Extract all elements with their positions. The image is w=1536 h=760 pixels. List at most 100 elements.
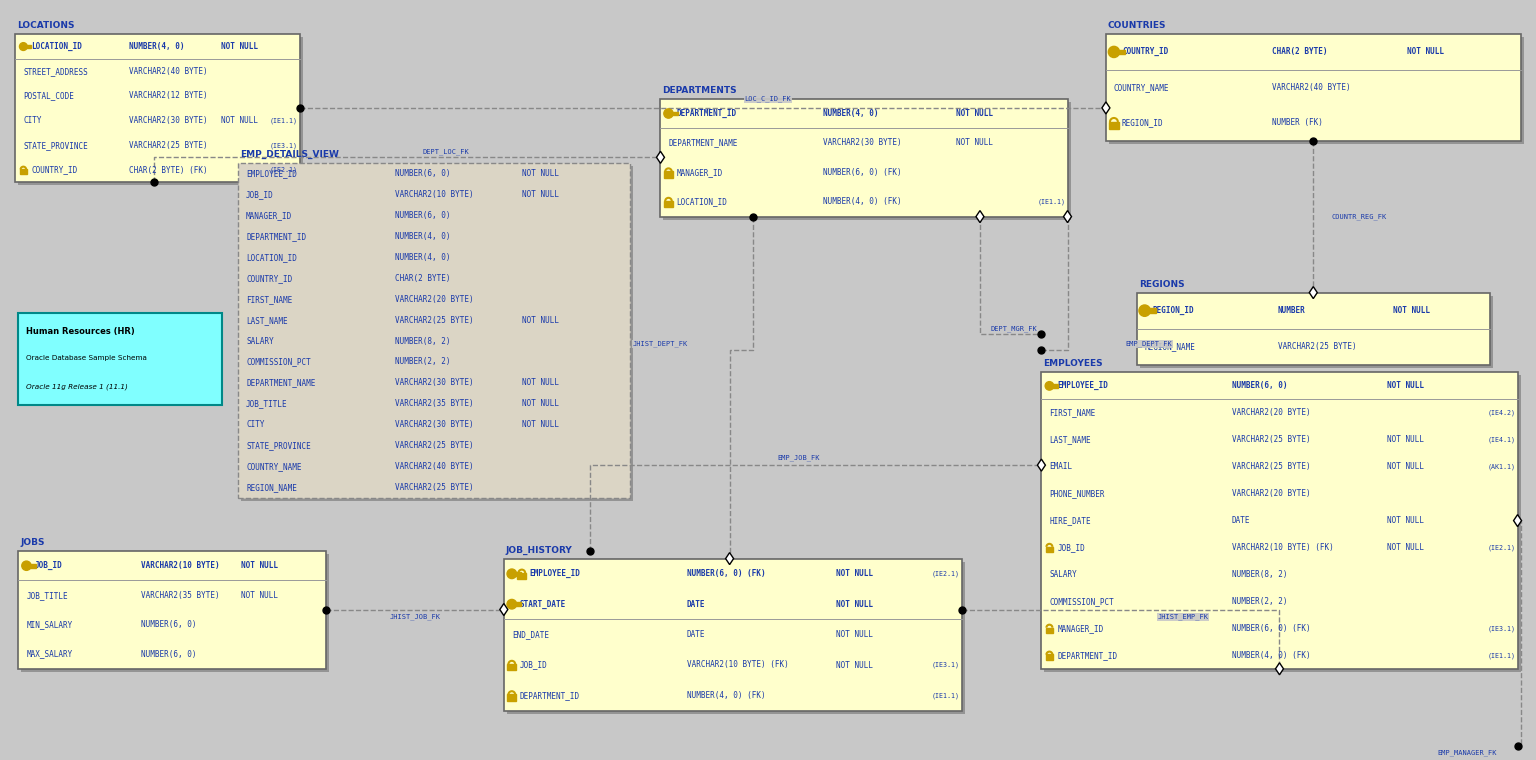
Text: REGION_ID: REGION_ID bbox=[1121, 119, 1164, 128]
Text: COMMISSION_PCT: COMMISSION_PCT bbox=[1049, 597, 1114, 606]
Text: EMP_MANAGER_FK: EMP_MANAGER_FK bbox=[1438, 749, 1496, 755]
Text: EMP_JOB_FK: EMP_JOB_FK bbox=[777, 454, 820, 461]
Text: VARCHAR2(10 BYTE) (FK): VARCHAR2(10 BYTE) (FK) bbox=[687, 660, 788, 670]
Text: STATE_PROVINCE: STATE_PROVINCE bbox=[23, 141, 88, 150]
Text: FIRST_NAME: FIRST_NAME bbox=[1049, 408, 1095, 417]
Bar bbox=[511, 602, 521, 606]
Text: NOT NULL: NOT NULL bbox=[522, 315, 559, 325]
Text: Oracle Database Sample Schema: Oracle Database Sample Schema bbox=[26, 356, 147, 362]
Bar bbox=[518, 573, 527, 579]
FancyBboxPatch shape bbox=[18, 313, 221, 405]
Polygon shape bbox=[975, 211, 985, 223]
Text: NUMBER(6, 0): NUMBER(6, 0) bbox=[141, 650, 197, 659]
Bar bbox=[1046, 654, 1054, 660]
Text: EMP_DEPT_FK: EMP_DEPT_FK bbox=[1126, 340, 1172, 347]
Text: VARCHAR2(30 BYTE): VARCHAR2(30 BYTE) bbox=[395, 420, 473, 429]
Text: JOB_ID: JOB_ID bbox=[1057, 543, 1084, 552]
Text: VARCHAR2(35 BYTE): VARCHAR2(35 BYTE) bbox=[141, 591, 220, 600]
Bar bbox=[26, 564, 35, 568]
Bar bbox=[20, 169, 28, 174]
Text: VARCHAR2(25 BYTE): VARCHAR2(25 BYTE) bbox=[395, 483, 473, 492]
Text: VARCHAR2(10 BYTE): VARCHAR2(10 BYTE) bbox=[395, 190, 473, 199]
Text: VARCHAR2(30 BYTE): VARCHAR2(30 BYTE) bbox=[129, 116, 207, 125]
Text: (IE2.1): (IE2.1) bbox=[931, 571, 960, 577]
Text: DEPARTMENTS: DEPARTMENTS bbox=[662, 86, 737, 95]
Text: NOT NULL: NOT NULL bbox=[522, 378, 559, 388]
Text: JHIST_EMP_FK: JHIST_EMP_FK bbox=[1157, 614, 1209, 620]
Text: JOBS: JOBS bbox=[20, 538, 45, 547]
Circle shape bbox=[20, 43, 28, 50]
Text: LOCATION_ID: LOCATION_ID bbox=[246, 253, 296, 262]
Text: DEPT_LOC_FK: DEPT_LOC_FK bbox=[422, 149, 468, 155]
Text: NOT NULL: NOT NULL bbox=[1393, 306, 1430, 315]
Text: LOC_C_ID_FK: LOC_C_ID_FK bbox=[745, 96, 791, 102]
Text: JOB_ID: JOB_ID bbox=[519, 660, 547, 670]
Bar bbox=[1114, 49, 1124, 54]
Text: NOT NULL: NOT NULL bbox=[221, 42, 258, 51]
Text: NOT NULL: NOT NULL bbox=[836, 630, 872, 639]
Text: (IE3.1): (IE3.1) bbox=[269, 142, 298, 149]
Text: SALARY: SALARY bbox=[246, 337, 273, 346]
Text: NUMBER(4, 0): NUMBER(4, 0) bbox=[823, 109, 879, 118]
Circle shape bbox=[1140, 305, 1150, 316]
FancyBboxPatch shape bbox=[507, 562, 965, 714]
Text: NOT NULL: NOT NULL bbox=[836, 660, 872, 670]
Text: SALARY: SALARY bbox=[1049, 570, 1077, 579]
Text: VARCHAR2(25 BYTE): VARCHAR2(25 BYTE) bbox=[129, 141, 207, 150]
Text: VARCHAR2(25 BYTE): VARCHAR2(25 BYTE) bbox=[395, 441, 473, 450]
Text: EMPLOYEE_ID: EMPLOYEE_ID bbox=[1057, 382, 1109, 391]
Text: VARCHAR2(25 BYTE): VARCHAR2(25 BYTE) bbox=[395, 315, 473, 325]
Text: JOB_TITLE: JOB_TITLE bbox=[246, 399, 287, 408]
Polygon shape bbox=[725, 553, 734, 565]
Text: END_DATE: END_DATE bbox=[511, 630, 548, 639]
Bar bbox=[507, 664, 516, 670]
FancyBboxPatch shape bbox=[1137, 293, 1490, 365]
Text: (IE1.1): (IE1.1) bbox=[1487, 652, 1516, 659]
Text: NOT NULL: NOT NULL bbox=[836, 569, 872, 578]
Text: NOT NULL: NOT NULL bbox=[241, 561, 278, 570]
Text: NOT NULL: NOT NULL bbox=[955, 109, 992, 118]
Text: NUMBER(6, 0) (FK): NUMBER(6, 0) (FK) bbox=[1232, 624, 1310, 633]
Text: NUMBER(4, 0) (FK): NUMBER(4, 0) (FK) bbox=[823, 198, 902, 207]
Text: JOB_HISTORY: JOB_HISTORY bbox=[505, 546, 573, 555]
Text: COUNTRY_NAME: COUNTRY_NAME bbox=[1114, 83, 1169, 92]
Text: EMAIL: EMAIL bbox=[1049, 462, 1072, 471]
Circle shape bbox=[1044, 382, 1054, 390]
Bar bbox=[507, 695, 516, 701]
FancyBboxPatch shape bbox=[1041, 372, 1518, 669]
Text: NUMBER(2, 2): NUMBER(2, 2) bbox=[1232, 597, 1287, 606]
Bar bbox=[511, 572, 521, 576]
FancyBboxPatch shape bbox=[660, 99, 1068, 217]
Text: NUMBER(6, 0): NUMBER(6, 0) bbox=[395, 211, 450, 220]
Text: VARCHAR2(12 BYTE): VARCHAR2(12 BYTE) bbox=[129, 91, 207, 100]
Text: NUMBER(4, 0) (FK): NUMBER(4, 0) (FK) bbox=[1232, 651, 1310, 660]
Text: LOCATION_ID: LOCATION_ID bbox=[31, 42, 83, 51]
Text: MIN_SALARY: MIN_SALARY bbox=[26, 620, 72, 629]
Text: COUNTR_REG_FK: COUNTR_REG_FK bbox=[1332, 214, 1387, 220]
Text: VARCHAR2(30 BYTE): VARCHAR2(30 BYTE) bbox=[395, 378, 473, 388]
Text: COUNTRIES: COUNTRIES bbox=[1107, 21, 1166, 30]
Text: EMPLOYEE_ID: EMPLOYEE_ID bbox=[246, 169, 296, 179]
Text: COUNTRY_NAME: COUNTRY_NAME bbox=[246, 462, 301, 471]
Circle shape bbox=[507, 569, 516, 578]
Text: COMMISSION_PCT: COMMISSION_PCT bbox=[246, 357, 310, 366]
Text: VARCHAR2(10 BYTE): VARCHAR2(10 BYTE) bbox=[141, 561, 220, 570]
Text: VARCHAR2(40 BYTE): VARCHAR2(40 BYTE) bbox=[395, 462, 473, 471]
Bar bbox=[1109, 122, 1120, 129]
Circle shape bbox=[664, 109, 673, 118]
Text: NUMBER(6, 0) (FK): NUMBER(6, 0) (FK) bbox=[687, 569, 765, 578]
Text: NUMBER(8, 2): NUMBER(8, 2) bbox=[1232, 570, 1287, 579]
Text: VARCHAR2(25 BYTE): VARCHAR2(25 BYTE) bbox=[1278, 342, 1356, 351]
Text: DEPT_MGR_FK: DEPT_MGR_FK bbox=[991, 325, 1037, 331]
FancyBboxPatch shape bbox=[504, 559, 962, 711]
Polygon shape bbox=[1037, 459, 1046, 471]
Text: VARCHAR2(25 BYTE): VARCHAR2(25 BYTE) bbox=[1232, 462, 1310, 471]
Text: (IE3.1): (IE3.1) bbox=[931, 662, 960, 668]
Text: DEPARTMENT_NAME: DEPARTMENT_NAME bbox=[246, 378, 315, 388]
Text: NUMBER(6, 0): NUMBER(6, 0) bbox=[395, 169, 450, 179]
Text: DEPARTMENT_ID: DEPARTMENT_ID bbox=[676, 109, 737, 118]
Text: NUMBER(6, 0): NUMBER(6, 0) bbox=[141, 620, 197, 629]
FancyBboxPatch shape bbox=[18, 37, 303, 185]
Text: LAST_NAME: LAST_NAME bbox=[1049, 435, 1091, 445]
FancyBboxPatch shape bbox=[22, 554, 329, 672]
